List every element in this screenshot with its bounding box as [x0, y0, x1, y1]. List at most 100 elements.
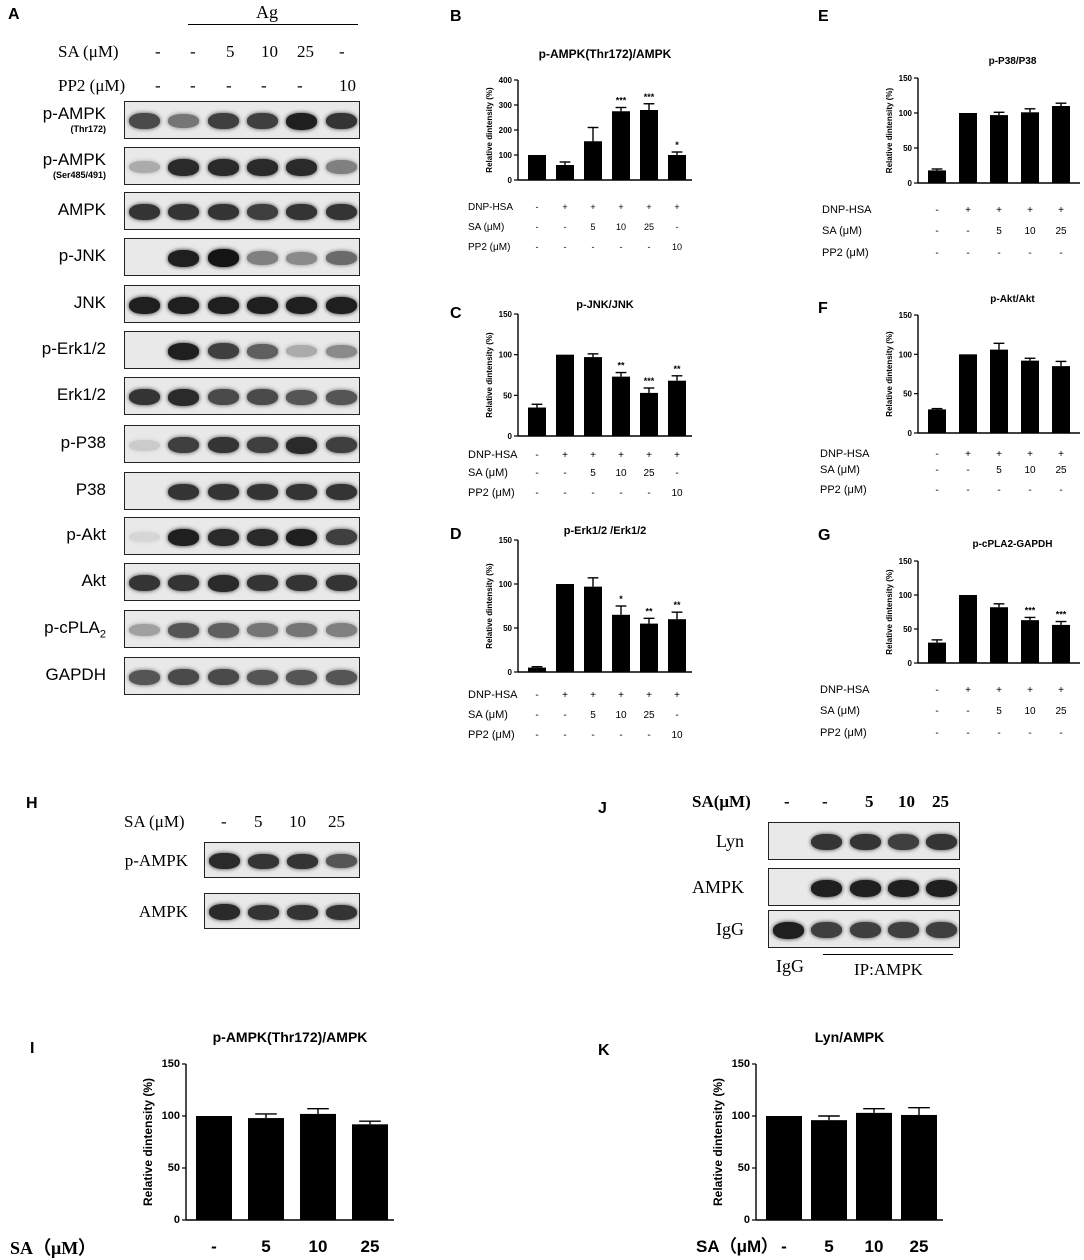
blot-band — [208, 389, 239, 405]
bar-chart-e: p-P38/P38 0 50 100 150 Relative dintensity (%… — [822, 56, 1080, 259]
h-blot-strip — [204, 893, 360, 929]
condition-value: - — [647, 488, 650, 499]
panel-label-b: B — [450, 8, 462, 25]
condition-value: - — [535, 468, 538, 479]
y-tick-label: 100 — [899, 350, 913, 359]
pp2-value: - — [297, 76, 303, 95]
condition-value: - — [1028, 248, 1031, 259]
y-tick-label: 150 — [899, 557, 913, 566]
y-tick-label: 400 — [499, 76, 513, 85]
blot-band — [926, 834, 957, 850]
chart-title: p-AMPK(Thr172)/AMPK — [213, 1029, 368, 1045]
condition-value: + — [1058, 205, 1064, 216]
significance-label: *** — [1025, 605, 1036, 615]
bar — [196, 1116, 232, 1220]
condition-value: + — [996, 685, 1002, 696]
blot-band — [209, 904, 240, 920]
bar — [640, 623, 658, 672]
bar-chart-d: p-Erk1/2 /Erk1/2 0 50 100 150 Relative dinten… — [468, 525, 692, 741]
condition-row-label: SA（μM） — [696, 1236, 778, 1256]
bar — [856, 1112, 892, 1220]
bar — [300, 1113, 336, 1220]
y-axis-label: Relative dintensity (%) — [885, 569, 894, 655]
blot-band — [326, 297, 357, 314]
blot-band — [888, 922, 919, 938]
condition-row-label: PP2 (μM) — [822, 247, 869, 259]
blot-band — [168, 114, 199, 128]
condition-row-label: DNP-HSA — [820, 684, 870, 696]
condition-row-label: DNP-HSA — [468, 689, 518, 701]
blot-strip — [124, 563, 360, 601]
condition-value: - — [675, 468, 678, 479]
condition-value: + — [590, 450, 596, 461]
blot-band — [247, 344, 278, 359]
condition-value: - — [563, 710, 566, 721]
condition-row-label: PP2 (μM) — [468, 242, 510, 253]
condition-value: - — [563, 488, 566, 499]
condition-value: 5 — [590, 222, 595, 232]
sa-value: 5 — [226, 42, 235, 61]
j-sa-value: 5 — [865, 792, 874, 811]
condition-value: + — [965, 205, 971, 216]
condition-value: + — [1058, 449, 1064, 460]
blot-band — [208, 669, 239, 685]
blot-band — [286, 252, 317, 265]
blot-band — [286, 529, 317, 546]
blot-band — [888, 880, 919, 897]
condition-row-label: SA (μM) — [822, 225, 862, 237]
condition-row-label: SA (μM) — [468, 222, 504, 233]
condition-value: + — [996, 205, 1002, 216]
bar — [584, 586, 602, 672]
condition-value: - — [966, 485, 969, 496]
blot-band — [888, 834, 919, 850]
condition-value: 5 — [590, 710, 596, 721]
row-label-text: GAPDH — [45, 665, 106, 684]
blot-band — [248, 854, 279, 869]
panel-label-h: H — [26, 795, 38, 812]
condition-row-label: PP2 (μM) — [468, 729, 515, 741]
bar — [528, 155, 546, 180]
bar — [990, 115, 1008, 183]
bar — [928, 409, 946, 433]
condition-value: 5 — [590, 468, 596, 479]
condition-value: + — [618, 202, 623, 212]
y-tick-label: 150 — [732, 1058, 750, 1070]
y-axis-label: Relative dintensity (%) — [885, 331, 894, 417]
j-row-label: Lyn — [715, 831, 744, 851]
row-label-text: p-cPLA — [44, 618, 100, 637]
blot-band — [247, 575, 278, 591]
blot-band — [168, 669, 199, 685]
j-sa-value: 10 — [898, 792, 915, 811]
blot-band — [287, 905, 318, 920]
condition-value: 10 — [671, 730, 683, 741]
bar — [612, 111, 630, 180]
panel-label-a: A — [8, 6, 20, 23]
row-label-subscript: 2 — [99, 628, 106, 641]
blot-band — [247, 670, 278, 685]
blot-row-label: GAPDH — [10, 665, 106, 685]
blot-band — [208, 437, 239, 453]
blot-strip — [124, 377, 360, 415]
h-sa-value: 5 — [254, 812, 263, 831]
bar — [352, 1124, 388, 1220]
h-sa-value: 10 — [289, 812, 306, 831]
blot-band — [326, 437, 357, 453]
sa-value: - — [155, 42, 161, 61]
condition-value: - — [966, 465, 969, 476]
blot-band — [247, 529, 278, 546]
pp2-value: - — [155, 76, 161, 95]
condition-value: 25 — [1055, 226, 1067, 237]
bar — [959, 595, 977, 663]
condition-row-label: SA (μM) — [820, 464, 860, 476]
blot-band — [326, 113, 357, 129]
condition-value: - — [675, 710, 678, 721]
condition-value: - — [535, 730, 538, 741]
blot-band — [326, 345, 357, 358]
y-tick-label: 100 — [732, 1110, 750, 1122]
blot-band — [168, 297, 199, 314]
condition-value: - — [535, 710, 538, 721]
bar — [528, 407, 546, 436]
condition-value: + — [996, 449, 1002, 460]
blot-band — [286, 575, 317, 591]
bar — [1021, 112, 1039, 183]
